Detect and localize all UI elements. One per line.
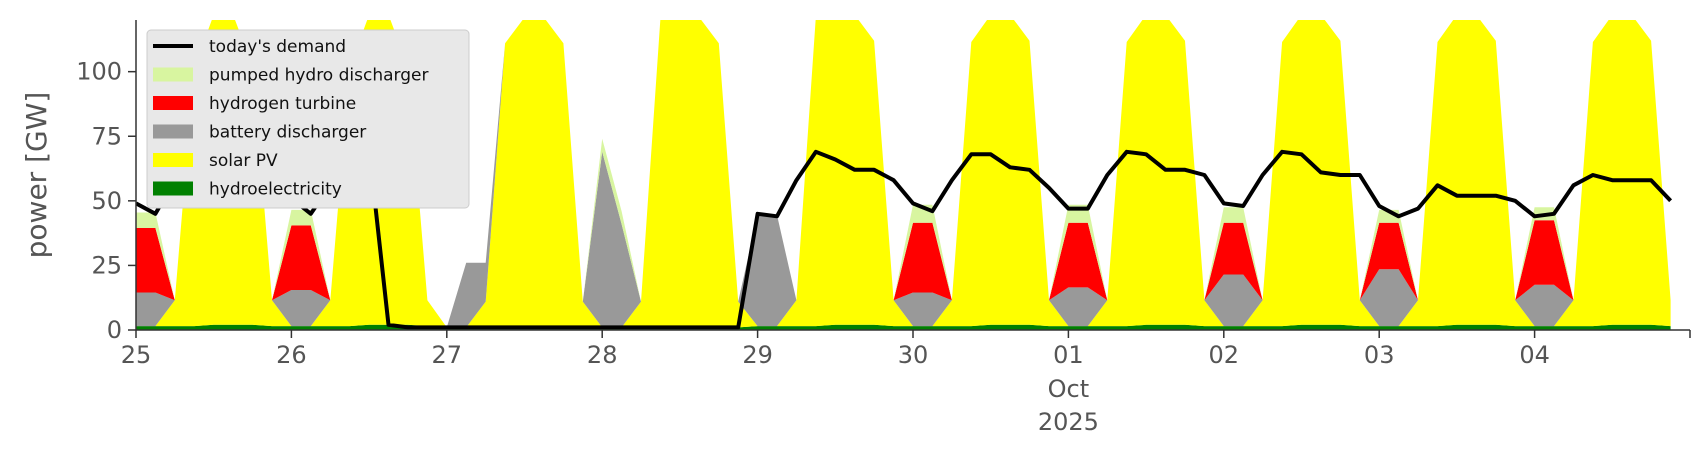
legend-box [146, 29, 470, 209]
area-hydrogen-turbine [136, 20, 1671, 328]
demand-line [136, 142, 1673, 330]
legend-label-hydrogen-turbine: hydrogen turbine [209, 94, 356, 114]
x-tick-label: 02 [1209, 341, 1240, 369]
y-tick-label: 25 [91, 251, 122, 279]
legend-label-today-s-demand: today's demand [209, 37, 346, 57]
x-tick-label: 01 [1053, 341, 1084, 369]
y-tick-label: 100 [76, 58, 122, 86]
y-tick-label: 50 [91, 187, 122, 215]
x-tick-label: 04 [1519, 341, 1550, 369]
y-tick-label: 75 [91, 122, 122, 150]
x-tick-sublabel: 2025 [1038, 408, 1099, 436]
x-tick-label: 03 [1364, 341, 1395, 369]
y-tick-label: 0 [107, 316, 122, 344]
x-tick-label: 29 [742, 341, 773, 369]
y-ticks: 0 25 50 75 100 [76, 58, 136, 344]
legend-label-battery-discharger: battery discharger [209, 123, 366, 143]
legend-label-pumped-hydro-discharger: pumped hydro discharger [209, 66, 428, 86]
legend-swatch-battery-discharger [153, 124, 193, 139]
legend-swatch-hydroelectricity [153, 181, 193, 196]
x-ticks: 25 26 27 28 29 30 01 Oct 2025 02 03 04 [121, 330, 1691, 436]
x-tick-label: 27 [432, 341, 463, 369]
y-axis-label: power [GW] [20, 92, 53, 259]
x-tick-sublabel: Oct [1048, 375, 1090, 403]
legend-label-solar-pv: solar PV [209, 151, 278, 171]
legend-swatch-solar-pv [153, 153, 193, 167]
x-tick-label: 28 [587, 341, 618, 369]
area-solar-pv [136, 20, 1671, 328]
legend-label-hydroelectricity: hydroelectricity [209, 180, 342, 200]
x-tick-label: 30 [898, 341, 929, 369]
x-tick-label: 26 [276, 341, 307, 369]
legend-swatch-pumped-hydro-discharger [153, 67, 193, 82]
area-battery-discharger [136, 20, 1671, 328]
legend-swatch-hydrogen-turbine [153, 96, 193, 110]
demand-line-group [136, 142, 1673, 330]
x-tick-label: 25 [121, 341, 152, 369]
legend: today's demand pumped hydro discharger hyd… [146, 29, 470, 209]
